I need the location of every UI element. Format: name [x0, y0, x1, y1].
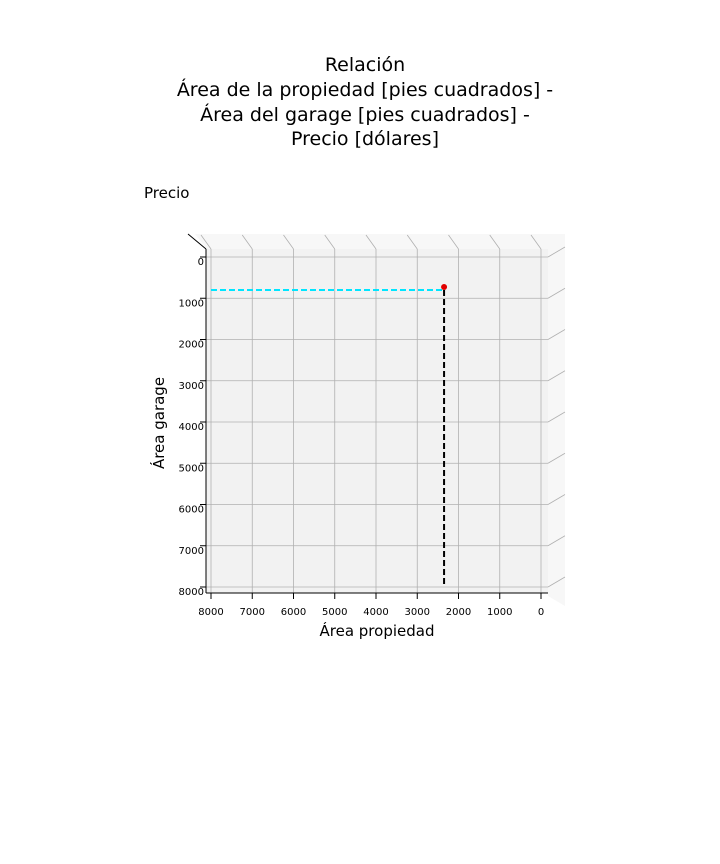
y-grid-line-side: [547, 287, 566, 299]
y-grid-line-side: [547, 452, 566, 464]
y-grid-line-side: [547, 329, 566, 340]
y-grid-line-side: [547, 535, 566, 547]
grid-lines: [200, 234, 566, 593]
y-tick-label: 0: [198, 257, 204, 268]
x-tick-label: 4000: [363, 607, 388, 618]
chart-title-line-2: Área de la propiedad [pies cuadrados] -: [176, 79, 554, 101]
guide-lines: [211, 289, 446, 587]
y-tick-label: 2000: [179, 340, 204, 351]
x-tick-label: 5000: [322, 607, 347, 618]
x-tick-label: 8000: [198, 607, 223, 618]
y-grid-line-side: [547, 494, 566, 505]
x-tick-label: 7000: [240, 607, 265, 618]
x-grid-line-top: [489, 234, 501, 250]
y-tick-label: 4000: [179, 422, 204, 433]
axis-lines: [187, 233, 548, 594]
y-tick-label: 6000: [179, 505, 204, 516]
x-grid-line-top: [530, 234, 542, 250]
y-grid-line-side: [547, 411, 566, 423]
tick-marks: 8000 7000 6000 5000 4000 3000 2000 1000 0 0 1000 20…: [179, 256, 544, 618]
data-point: [441, 284, 448, 290]
chart-title-line-4: Precio [dólares]: [290, 128, 439, 150]
x-grid-line-top: [406, 234, 418, 250]
data-points: [441, 284, 448, 290]
x-tick-label: 1000: [487, 607, 512, 618]
back-pane: [206, 249, 548, 593]
y-tick-label: 8000: [179, 587, 204, 598]
x-grid-line-top: [324, 234, 336, 250]
x-tick-label: 2000: [446, 607, 471, 618]
x-tick-label: 3000: [405, 607, 430, 618]
z-axis-label: Precio: [144, 184, 190, 202]
x-grid-line-top: [448, 234, 459, 250]
x-grid-line-top: [365, 234, 377, 250]
y-tick-label: 1000: [179, 298, 204, 309]
y-tick-label: 3000: [179, 381, 204, 392]
x-grid-line-top: [283, 234, 294, 250]
y-axis-label: Área garage: [150, 376, 168, 470]
y-grid-line-side: [547, 370, 566, 382]
x-tick-label: 6000: [281, 607, 306, 618]
y-grid-line-side: [547, 576, 566, 588]
axis-panes: [195, 234, 565, 606]
chart-title-line-3: Área del garage [pies cuadrados] -: [200, 104, 530, 126]
y-tick-label: 5000: [179, 463, 204, 474]
x-grid-line-top: [241, 234, 253, 250]
x-axis-label: Área propiedad: [319, 622, 435, 640]
z-axis-line: [187, 233, 207, 250]
x-tick-label: 0: [538, 607, 544, 618]
y-grid-line-side: [547, 246, 566, 258]
chart-title-line-1: Relación: [324, 54, 406, 76]
x-grid-line-top: [200, 234, 212, 250]
y-tick-label: 7000: [179, 546, 204, 557]
